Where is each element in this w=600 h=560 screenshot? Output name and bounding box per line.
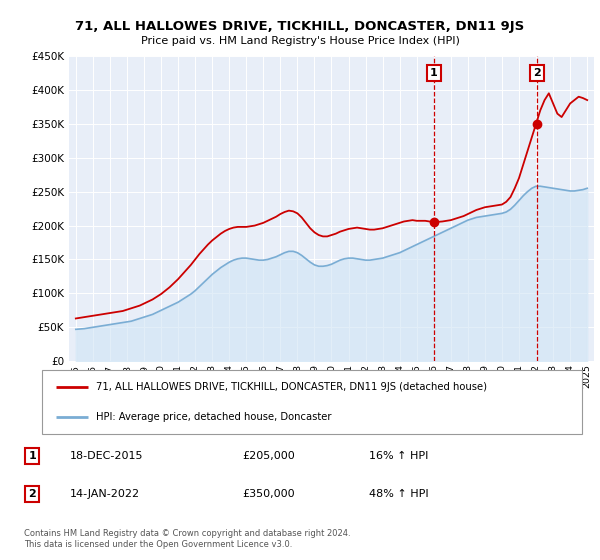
Text: 48% ↑ HPI: 48% ↑ HPI bbox=[369, 489, 429, 498]
Text: 1: 1 bbox=[28, 451, 36, 461]
Text: Contains HM Land Registry data © Crown copyright and database right 2024.
This d: Contains HM Land Registry data © Crown c… bbox=[24, 529, 350, 549]
Text: 16% ↑ HPI: 16% ↑ HPI bbox=[369, 451, 428, 461]
Text: 14-JAN-2022: 14-JAN-2022 bbox=[70, 489, 140, 498]
Text: £350,000: £350,000 bbox=[242, 489, 295, 498]
Text: 71, ALL HALLOWES DRIVE, TICKHILL, DONCASTER, DN11 9JS: 71, ALL HALLOWES DRIVE, TICKHILL, DONCAS… bbox=[76, 20, 524, 32]
Text: 71, ALL HALLOWES DRIVE, TICKHILL, DONCASTER, DN11 9JS (detached house): 71, ALL HALLOWES DRIVE, TICKHILL, DONCAS… bbox=[96, 382, 487, 392]
Text: 2: 2 bbox=[533, 68, 541, 78]
Text: 1: 1 bbox=[430, 68, 437, 78]
Text: 18-DEC-2015: 18-DEC-2015 bbox=[70, 451, 143, 461]
Text: 2: 2 bbox=[28, 489, 36, 498]
Text: HPI: Average price, detached house, Doncaster: HPI: Average price, detached house, Donc… bbox=[96, 412, 331, 422]
Text: £205,000: £205,000 bbox=[242, 451, 295, 461]
Text: Price paid vs. HM Land Registry's House Price Index (HPI): Price paid vs. HM Land Registry's House … bbox=[140, 36, 460, 46]
FancyBboxPatch shape bbox=[42, 370, 582, 434]
